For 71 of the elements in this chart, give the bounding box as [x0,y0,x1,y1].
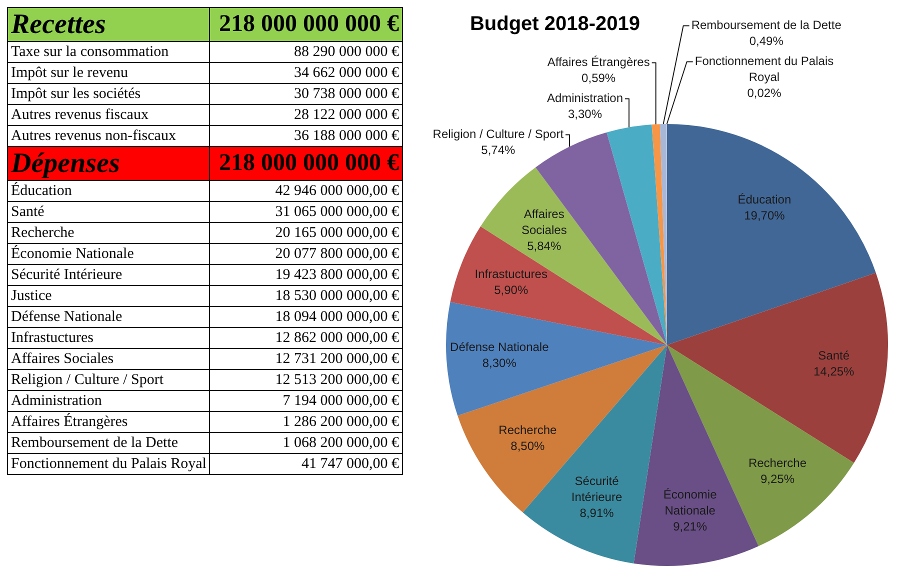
data-label: 88 290 000 000 € [210,42,402,62]
category-label: Infrastuctures [8,328,210,348]
data-label: 3,30% [568,107,602,122]
category-label: Taxe sur la consommation [8,42,210,62]
slice-label: Infrastuctures [474,266,548,281]
data-label: 12 513 200 000,00 € [210,370,402,390]
data-label: 20 077 800 000,00 € [210,244,402,264]
data-label: 7 194 000 000,00 € [210,390,402,412]
category-label: Autres revenus non-fiscaux [8,126,210,146]
slice-label: Administration [546,91,624,106]
data-label: 9,25% [760,472,795,486]
data-label: 28 122 000 000 € [210,104,402,126]
data-label: 18 530 000 000,00 € [210,286,402,306]
category-label: Affaires Sociales [8,348,210,370]
data-label: 8,30% [482,356,517,370]
slice-label: Éducation [738,192,792,207]
text: Recettes [8,8,210,42]
slice-label: Recherche [748,456,807,470]
data-label: 5,84% [527,238,562,253]
category-label: Administration [8,390,210,412]
data-label: 42 946 000 000,00 € [210,180,402,202]
data-label: 8,91% [580,506,614,520]
category-label: Sécurité Intérieure [8,264,210,286]
slice-label: Affaires Sociales [521,206,567,237]
data-label: 31 065 000 000,00 € [210,202,402,222]
category-label: Défense Nationale [8,306,210,328]
data-label: 1 068 200 000,00 € [210,432,402,454]
category-label: Santé [8,202,210,222]
text: 218 000 000 000 € [210,146,402,180]
category-label: Affaires Étrangères [8,412,210,432]
text: 218 000 000 000 € [210,8,402,42]
data-label: 0,02% [747,86,782,100]
slice-label: Sécurité Intérieure [571,474,622,504]
slice-label: Santé [818,348,850,363]
data-label: 18 094 000 000,00 € [210,306,402,328]
category-label: Éducation [8,180,210,202]
data-label: 1 286 200 000,00 € [210,412,402,432]
slice-label: Affaires Étrangères [547,55,650,70]
category-label: Fonctionnement du Palais Royal [8,454,210,474]
data-label: 20 165 000 000,00 € [210,222,402,244]
slice-label: Défense Nationale [450,340,550,354]
slice-label: Économie Nationale [663,488,718,518]
category-label: Recherche [8,222,210,244]
data-label: 0,49% [749,34,784,48]
data-label: 12 731 200 000,00 € [210,348,402,370]
data-label: 36 188 000 000 € [210,126,402,146]
data-label: 8,50% [510,439,546,454]
category-label: Impôt sur les sociétés [8,84,210,104]
data-label: 5,74% [481,143,516,158]
text: Dépenses [8,146,210,180]
data-label: 12 862 000 000,00 € [210,328,402,348]
data-label: 34 662 000 000 € [210,62,402,84]
slice-label: Religion / Culture / Sport [432,127,564,142]
data-label: 5,90% [494,282,528,297]
category-label: Justice [8,286,210,306]
category-label: Économie Nationale [8,244,210,264]
category-label: Religion / Culture / Sport [8,370,210,390]
category-label: Autres revenus fiscaux [8,104,210,126]
category-label: Impôt sur le revenu [8,62,210,84]
data-label: 19 423 800 000,00 € [210,264,402,286]
data-label: 19,70% [744,208,786,223]
category-label: Remboursement de la Dette [8,432,210,454]
data-label: 41 747 000,00 € [210,454,402,474]
slice-label: Recherche [498,423,558,438]
data-label: 0,59% [582,71,616,86]
data-label: 14,25% [814,364,855,379]
slice-label: Fonctionnement du Palais Royal [694,54,834,84]
data-label: 9,21% [673,520,708,534]
chart-title: Budget 2018-2019 [470,13,640,35]
data-label: 30 738 000 000 € [210,84,402,104]
slice-label: Remboursement de la Dette [691,18,842,32]
